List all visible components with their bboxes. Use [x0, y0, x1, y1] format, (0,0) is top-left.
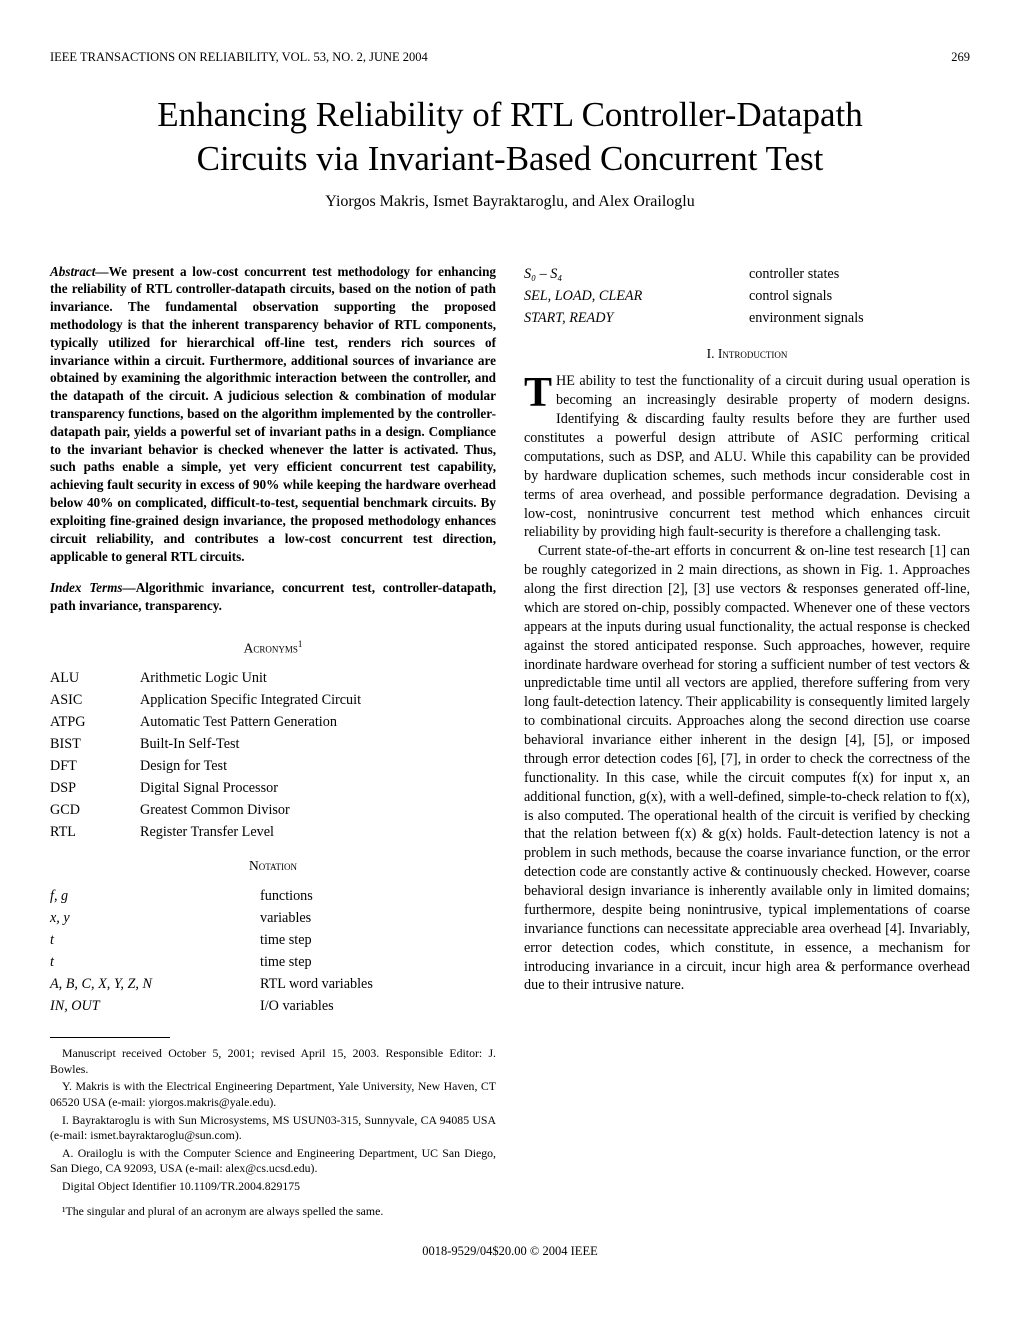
acro-key: BIST	[50, 733, 140, 755]
notation-right-table: S₀ – S₄controller states SEL, LOAD, CLEA…	[524, 263, 970, 329]
acro-key: DFT	[50, 755, 140, 777]
intro-heading-num: I.	[707, 346, 718, 361]
acronyms-heading-text: Acronyms	[244, 640, 298, 655]
index-terms-lead: Index Terms—	[50, 580, 136, 595]
footnote-manuscript: Manuscript received October 5, 2001; rev…	[50, 1046, 496, 1077]
acronyms-sup: 1	[298, 639, 303, 649]
paper-title: Enhancing Reliability of RTL Controller-…	[50, 93, 970, 181]
abstract: Abstract—We present a low-cost concurren…	[50, 263, 496, 566]
authors: Yiorgos Makris, Ismet Bayraktaroglu, and…	[50, 193, 970, 211]
acro-val: Design for Test	[140, 755, 227, 777]
footnote-doi: Digital Object Identifier 10.1109/TR.200…	[50, 1179, 496, 1195]
acro-row: ATPGAutomatic Test Pattern Generation	[50, 711, 496, 733]
footnote-author-3: A. Orailoglu is with the Computer Scienc…	[50, 1146, 496, 1177]
not-row: START, READYenvironment signals	[524, 307, 970, 329]
acro-val: Automatic Test Pattern Generation	[140, 711, 337, 733]
not-val: RTL word variables	[260, 973, 373, 995]
notation-heading: Notation	[50, 857, 496, 875]
not-val: variables	[260, 907, 311, 929]
title-line-2: Circuits via Invariant-Based Concurrent …	[197, 139, 824, 178]
not-row: SEL, LOAD, CLEARcontrol signals	[524, 285, 970, 307]
acro-key: ASIC	[50, 689, 140, 711]
footnote-author-2: I. Bayraktaroglu is with Sun Microsystem…	[50, 1113, 496, 1144]
not-val: I/O variables	[260, 995, 334, 1017]
intro-para-2: Current state-of-the-art efforts in conc…	[524, 542, 970, 995]
not-val: environment signals	[749, 307, 864, 329]
footnote-acronym-note: ¹The singular and plural of an acronym a…	[50, 1204, 496, 1220]
running-head-left: IEEE TRANSACTIONS ON RELIABILITY, VOL. 5…	[50, 50, 428, 65]
acro-row: RTLRegister Transfer Level	[50, 821, 496, 843]
intro-heading: I. Introduction	[524, 345, 970, 363]
not-key: t	[50, 951, 260, 973]
page: IEEE TRANSACTIONS ON RELIABILITY, VOL. 5…	[50, 0, 970, 1289]
right-column: S₀ – S₄controller states SEL, LOAD, CLEA…	[524, 263, 970, 1222]
abstract-body: We present a low-cost concurrent test me…	[50, 264, 496, 564]
two-column-layout: Abstract—We present a low-cost concurren…	[50, 263, 970, 1222]
footnotes: Manuscript received October 5, 2001; rev…	[50, 1046, 496, 1220]
abstract-lead: Abstract—	[50, 264, 109, 279]
not-key: IN, OUT	[50, 995, 260, 1017]
not-row: ttime step	[50, 951, 496, 973]
not-row: x, yvariables	[50, 907, 496, 929]
not-row: IN, OUTI/O variables	[50, 995, 496, 1017]
acro-key: ATPG	[50, 711, 140, 733]
acro-row: GCDGreatest Common Divisor	[50, 799, 496, 821]
acro-key: ALU	[50, 667, 140, 689]
not-val: time step	[260, 929, 312, 951]
acro-val: Application Specific Integrated Circuit	[140, 689, 361, 711]
not-row: A, B, C, X, Y, Z, NRTL word variables	[50, 973, 496, 995]
not-val: functions	[260, 885, 313, 907]
copyright-footer: 0018-9529/04$20.00 © 2004 IEEE	[50, 1244, 970, 1259]
acro-key: GCD	[50, 799, 140, 821]
acro-row: ALUArithmetic Logic Unit	[50, 667, 496, 689]
intro-body: THE ability to test the functionality of…	[524, 372, 970, 995]
acro-key: DSP	[50, 777, 140, 799]
acronyms-table: ALUArithmetic Logic Unit ASICApplication…	[50, 667, 496, 843]
not-key: t	[50, 929, 260, 951]
not-key: A, B, C, X, Y, Z, N	[50, 973, 260, 995]
acro-row: ASICApplication Specific Integrated Circ…	[50, 689, 496, 711]
acro-val: Built-In Self-Test	[140, 733, 240, 755]
not-key: SEL, LOAD, CLEAR	[524, 285, 749, 307]
not-row: ttime step	[50, 929, 496, 951]
not-key: START, READY	[524, 307, 749, 329]
not-key: x, y	[50, 907, 260, 929]
dropcap: T	[524, 372, 556, 410]
not-val: controller states	[749, 263, 839, 285]
acro-val: Arithmetic Logic Unit	[140, 667, 267, 689]
intro-first-text: HE ability to test the functionality of …	[524, 373, 970, 540]
not-row: S₀ – S₄controller states	[524, 263, 970, 285]
notation-table: f, gfunctions x, yvariables ttime step t…	[50, 885, 496, 1017]
running-head: IEEE TRANSACTIONS ON RELIABILITY, VOL. 5…	[50, 50, 970, 65]
not-key: f, g	[50, 885, 260, 907]
intro-heading-text: Introduction	[718, 346, 788, 361]
acro-val: Greatest Common Divisor	[140, 799, 290, 821]
acro-row: DFTDesign for Test	[50, 755, 496, 777]
left-column: Abstract—We present a low-cost concurren…	[50, 263, 496, 1222]
title-line-1: Enhancing Reliability of RTL Controller-…	[157, 95, 862, 134]
acro-row: DSPDigital Signal Processor	[50, 777, 496, 799]
footnote-author-1: Y. Makris is with the Electrical Enginee…	[50, 1079, 496, 1110]
intro-para-1: THE ability to test the functionality of…	[524, 372, 970, 542]
footnote-rule	[50, 1037, 170, 1038]
index-terms: Index Terms—Algorithmic invariance, conc…	[50, 579, 496, 615]
page-number: 269	[951, 50, 970, 65]
acro-row: BISTBuilt-In Self-Test	[50, 733, 496, 755]
acro-key: RTL	[50, 821, 140, 843]
not-val: time step	[260, 951, 312, 973]
not-row: f, gfunctions	[50, 885, 496, 907]
acro-val: Register Transfer Level	[140, 821, 274, 843]
not-key: S₀ – S₄	[524, 263, 749, 285]
acro-val: Digital Signal Processor	[140, 777, 278, 799]
not-val: control signals	[749, 285, 832, 307]
acronyms-heading: Acronyms1	[50, 639, 496, 657]
